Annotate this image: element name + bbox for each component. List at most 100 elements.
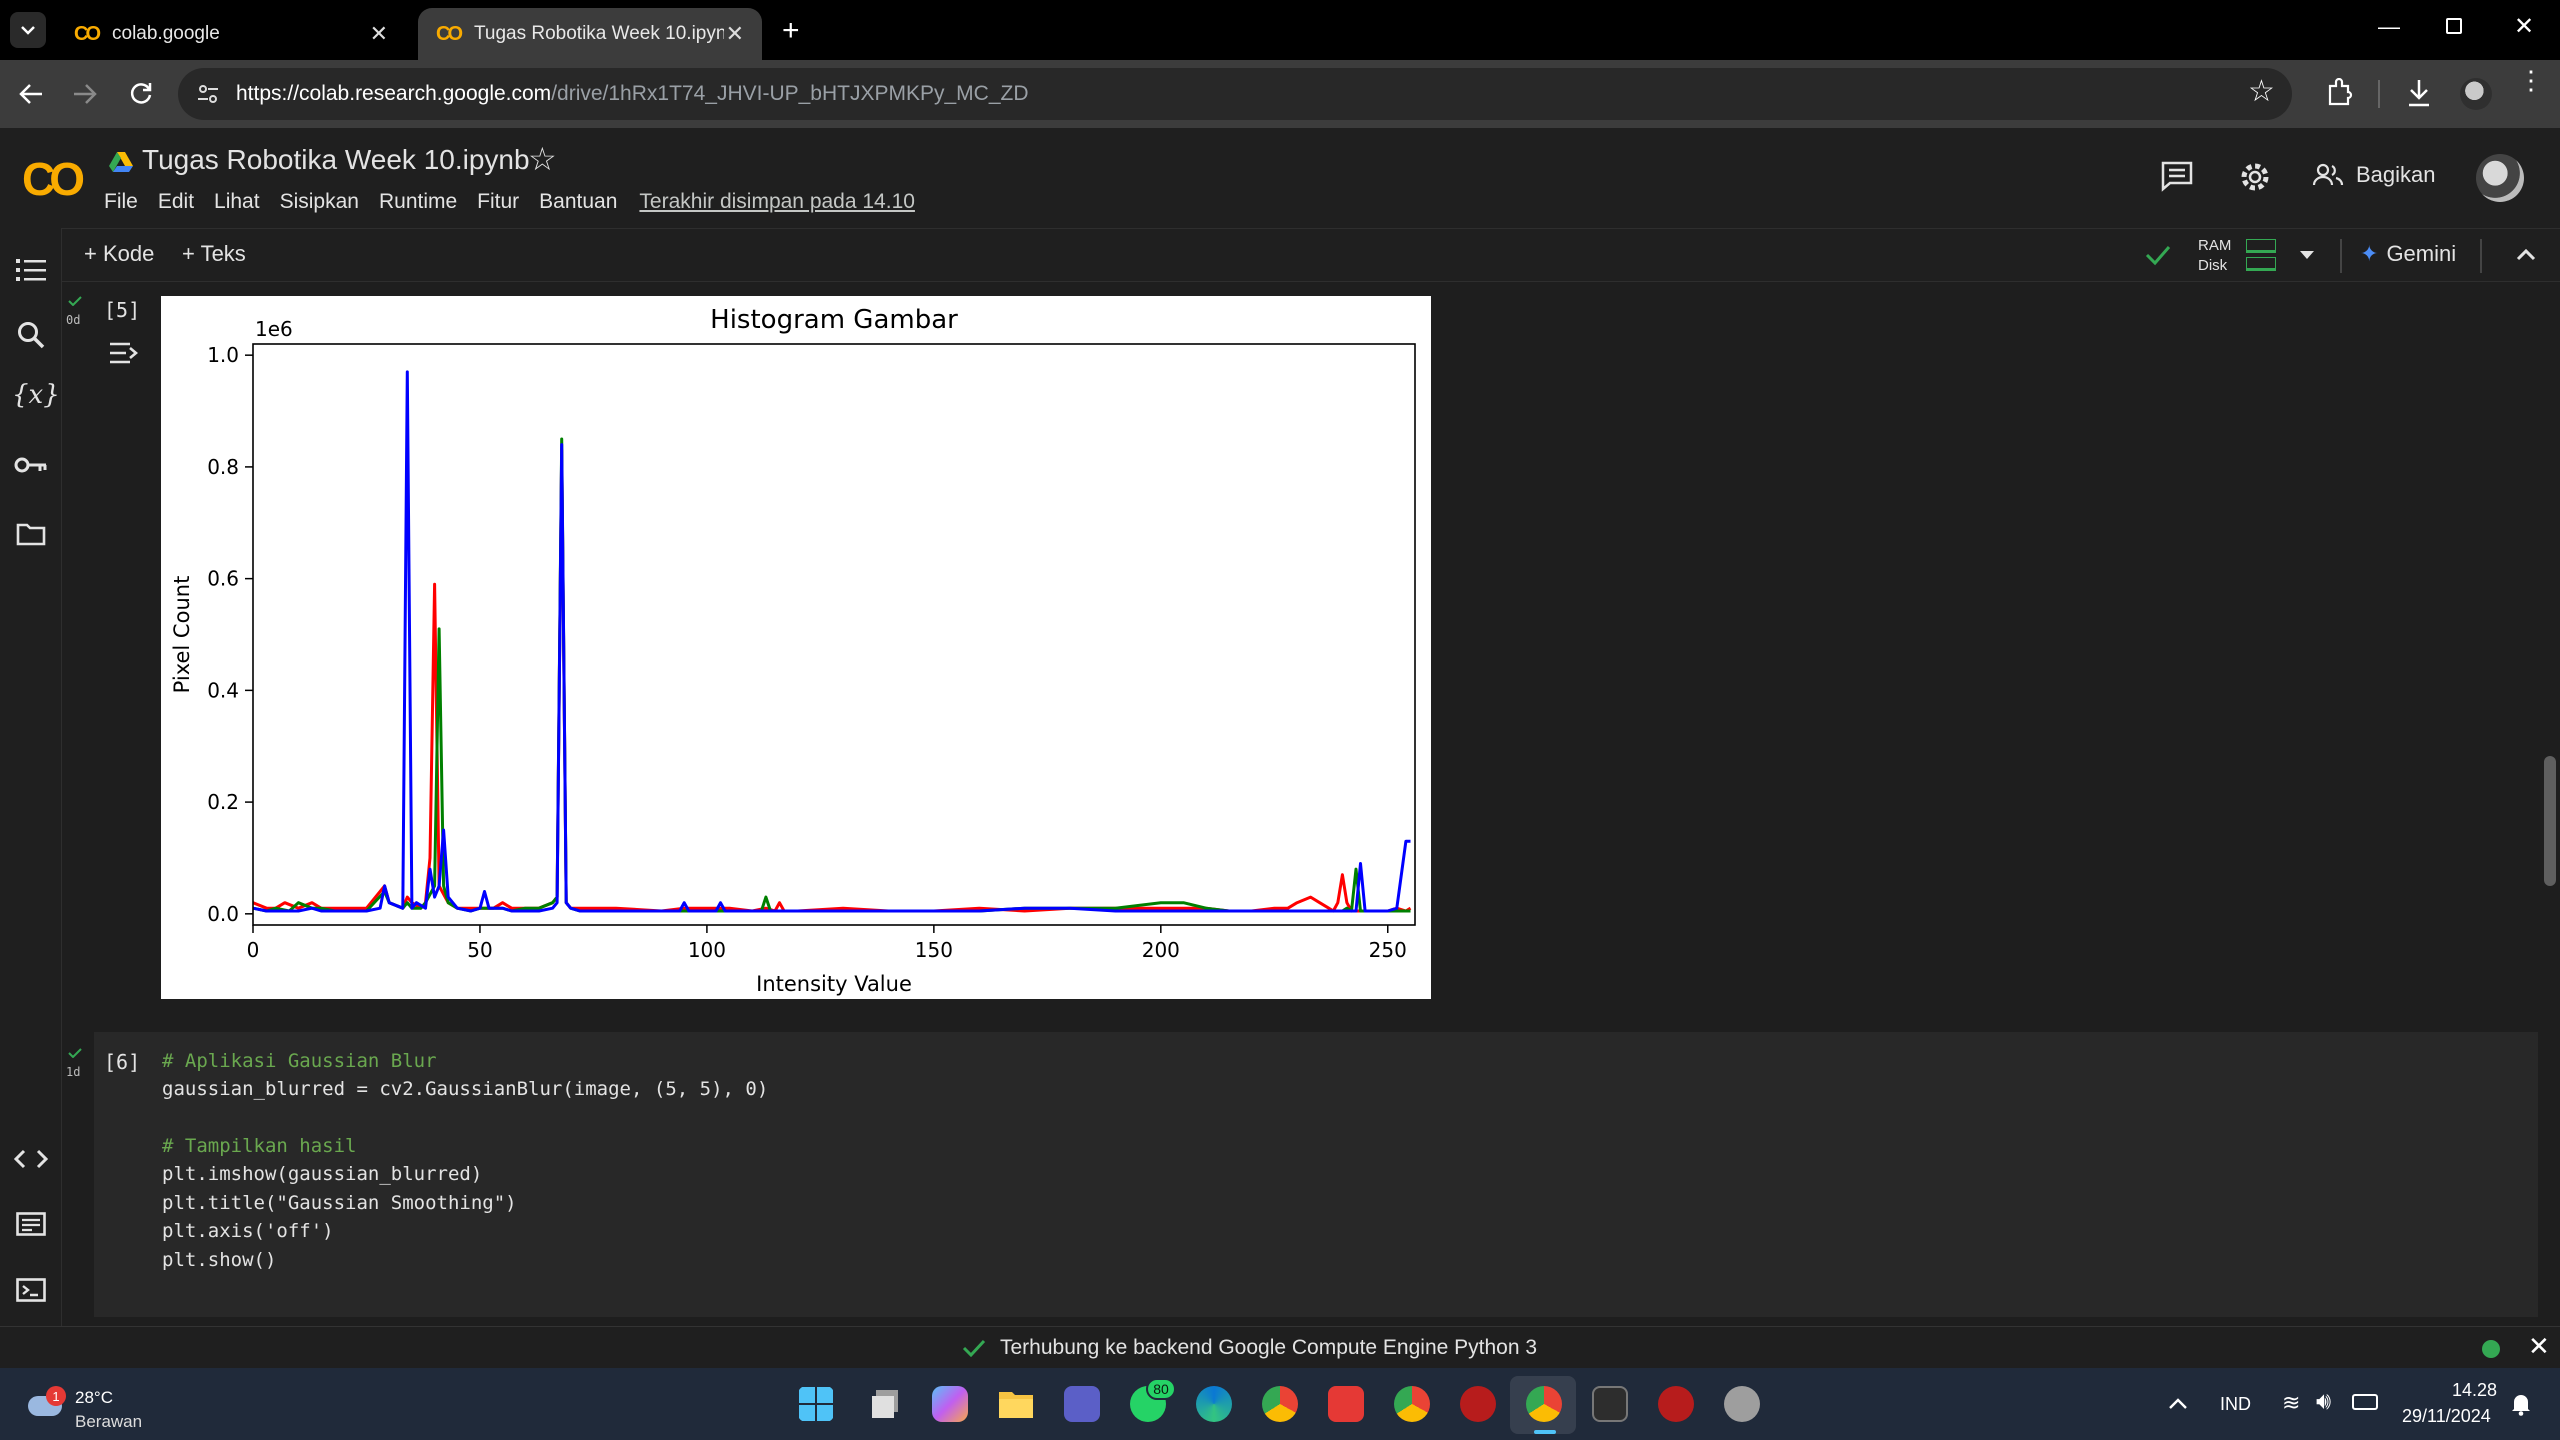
restore-window-icon[interactable] xyxy=(2446,18,2462,34)
output-actions-icon[interactable] xyxy=(108,340,138,368)
series-line xyxy=(252,448,1412,913)
task-view-icon[interactable] xyxy=(868,1386,904,1422)
close-tab-icon[interactable]: ✕ xyxy=(369,21,388,46)
minimize-window-icon[interactable]: — xyxy=(2378,14,2400,39)
wps-office-icon[interactable] xyxy=(1328,1386,1364,1422)
code-line: plt.axis('off') xyxy=(162,1220,334,1242)
runtime-dropdown-icon[interactable] xyxy=(2298,249,2316,261)
search-icon[interactable] xyxy=(16,320,46,350)
y-tick-label: 0.6 xyxy=(207,567,239,591)
menu-edit[interactable]: Edit xyxy=(157,190,195,213)
edge-icon[interactable] xyxy=(1196,1386,1232,1422)
site-settings-icon[interactable] xyxy=(196,82,220,106)
notebook-title[interactable]: Tugas Robotika Week 10.ipynb xyxy=(142,144,530,175)
close-tab-icon[interactable]: ✕ xyxy=(725,21,744,46)
secrets-key-icon[interactable] xyxy=(14,456,48,474)
code-cell[interactable]: [6] # Aplikasi Gaussian Blur gaussian_bl… xyxy=(94,1032,2538,1317)
variables-icon[interactable]: {x} xyxy=(12,380,60,410)
back-arrow-icon[interactable] xyxy=(18,82,44,106)
menu-help[interactable]: Bantuan xyxy=(539,190,618,213)
weather-widget[interactable]: 1 28°C Berawan xyxy=(20,1378,180,1432)
settings-gear-icon[interactable] xyxy=(2238,160,2272,194)
close-window-icon[interactable]: ✕ xyxy=(2514,13,2535,40)
teams-icon[interactable] xyxy=(1064,1386,1100,1422)
y-axis-label: Pixel Count xyxy=(170,576,194,694)
google-drive-icon xyxy=(109,152,133,172)
battery-icon[interactable] xyxy=(2352,1394,2378,1410)
weather-temp: 28°C xyxy=(75,1388,113,1407)
last-saved-link[interactable]: Terakhir disimpan pada 14.10 xyxy=(639,190,915,213)
series-line xyxy=(252,437,1411,913)
whatsapp-badge: 80 xyxy=(1146,1378,1176,1400)
files-folder-icon[interactable] xyxy=(16,522,46,546)
download-icon[interactable] xyxy=(2406,78,2432,108)
y-tick-label: 1.0 xyxy=(207,343,239,367)
wifi-icon[interactable]: ≋ xyxy=(2282,1390,2301,1415)
menu-file[interactable]: File xyxy=(104,190,138,213)
share-button[interactable]: Bagikan xyxy=(2312,162,2436,188)
file-explorer-icon[interactable] xyxy=(998,1386,1034,1422)
tab-list-button[interactable] xyxy=(10,12,46,48)
command-palette-icon[interactable] xyxy=(16,1212,46,1236)
terminal-icon[interactable] xyxy=(16,1278,46,1302)
colab-logo[interactable]: CO xyxy=(22,153,85,205)
browser-profile-avatar[interactable] xyxy=(2460,78,2492,110)
ram-meter xyxy=(2246,239,2276,253)
url-input[interactable]: https://colab.research.google.com/drive/… xyxy=(178,68,2292,120)
gemini-label: Gemini xyxy=(2386,241,2457,266)
chrome-active-icon[interactable] xyxy=(1526,1386,1562,1422)
forward-arrow-icon[interactable] xyxy=(72,82,98,106)
executed-check-icon xyxy=(68,296,82,306)
table-of-contents-icon[interactable] xyxy=(16,258,46,282)
url-host: https://colab.research.google.com xyxy=(236,82,552,105)
weather-badge: 1 xyxy=(46,1386,66,1406)
browser-tab[interactable]: CO colab.google ✕ xyxy=(56,8,406,60)
collapse-header-icon[interactable] xyxy=(2516,247,2536,261)
gemini-button[interactable]: ✦ Gemini xyxy=(2360,241,2456,267)
notebook-scrollbar[interactable] xyxy=(2544,756,2556,886)
copilot-icon[interactable] xyxy=(932,1386,968,1422)
chrome-icon[interactable] xyxy=(1262,1386,1298,1422)
clock-time[interactable]: 14.28 xyxy=(2452,1380,2498,1400)
menu-insert[interactable]: Sisipkan xyxy=(279,190,359,213)
extensions-icon[interactable] xyxy=(2326,78,2354,108)
browser-tab-active[interactable]: CO Tugas Robotika Week 10.ipynb ✕ xyxy=(418,8,762,60)
browser-tab-strip: CO colab.google ✕ CO Tugas Robotika Week… xyxy=(0,0,2560,60)
menu-tools[interactable]: Fitur xyxy=(477,190,520,213)
account-avatar[interactable] xyxy=(2476,154,2524,202)
add-text-button[interactable]: + Teks xyxy=(182,241,246,266)
star-notebook-icon[interactable]: ☆ xyxy=(528,141,557,177)
ram-label: RAM xyxy=(2198,237,2232,254)
close-status-icon[interactable]: ✕ xyxy=(2528,1331,2550,1361)
notification-bell-icon[interactable] xyxy=(2510,1392,2532,1416)
language-indicator[interactable]: IND xyxy=(2220,1394,2251,1414)
code-snippets-icon[interactable] xyxy=(14,1148,48,1170)
cell-duration: 0d xyxy=(66,313,81,327)
volume-icon[interactable]: 🔊︎ xyxy=(2316,1388,2332,1415)
bookmark-star-icon[interactable]: ☆ xyxy=(2248,75,2275,108)
menu-runtime[interactable]: Runtime xyxy=(378,190,458,213)
terminal-app-icon[interactable] xyxy=(1592,1386,1628,1422)
tray-chevron-up-icon[interactable] xyxy=(2168,1396,2188,1410)
comment-icon[interactable] xyxy=(2160,160,2194,192)
resource-monitor[interactable]: RAM Disk xyxy=(2192,235,2292,277)
ladybug-app-icon[interactable] xyxy=(1460,1386,1496,1422)
windows-start-icon[interactable] xyxy=(798,1386,834,1422)
browser-menu-icon[interactable]: ⋮ xyxy=(2518,65,2544,95)
reload-icon[interactable] xyxy=(128,80,154,106)
colab-favicon-icon: CO xyxy=(74,22,101,45)
clock-date[interactable]: 29/11/2024 xyxy=(2402,1406,2491,1426)
connected-check-icon xyxy=(2145,246,2171,266)
ladybug-app-icon[interactable] xyxy=(1658,1386,1694,1422)
menu-bar: File Edit Lihat Sisipkan Runtime Fitur B… xyxy=(104,190,935,214)
menu-view[interactable]: Lihat xyxy=(214,190,260,213)
series-line xyxy=(252,370,1411,913)
chrome-profile-icon[interactable] xyxy=(1394,1386,1430,1422)
new-tab-button[interactable]: + xyxy=(782,14,800,47)
x-tick-label: 250 xyxy=(1369,938,1407,962)
chart-title: Histogram Gambar xyxy=(710,305,958,335)
gemini-sparkle-icon: ✦ xyxy=(2360,241,2379,266)
settings-app-icon[interactable] xyxy=(1724,1386,1760,1422)
add-code-button[interactable]: + Kode xyxy=(84,241,155,266)
toolbar-divider xyxy=(2378,80,2380,108)
